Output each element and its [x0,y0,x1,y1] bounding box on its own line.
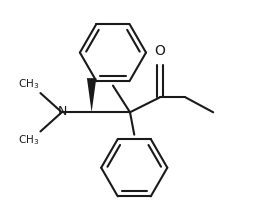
Text: CH$_3$: CH$_3$ [18,77,39,91]
Text: N: N [58,105,68,118]
Polygon shape [87,78,96,112]
Text: CH$_3$: CH$_3$ [18,133,39,147]
Text: O: O [154,44,165,58]
